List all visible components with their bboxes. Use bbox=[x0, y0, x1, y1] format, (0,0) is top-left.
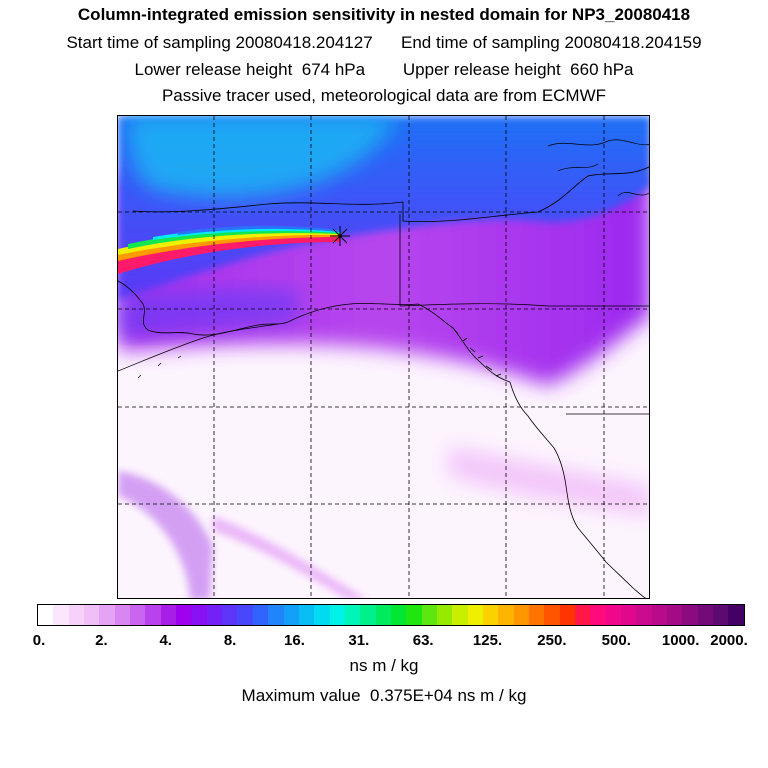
plot-title: Column-integrated emission sensitivity i… bbox=[77, 5, 691, 24]
colorbar-swatch bbox=[191, 605, 207, 625]
colorbar-swatch bbox=[513, 605, 529, 625]
colorbar-tick-label: 2. bbox=[95, 632, 108, 649]
colorbar-swatch bbox=[406, 605, 422, 625]
colorbar-tick-label: 0. bbox=[32, 632, 46, 649]
colorbar-swatch bbox=[728, 605, 744, 625]
coastline-bc-archipelago bbox=[452, 327, 502, 377]
colorbar-swatch bbox=[206, 605, 223, 625]
plume-band-cyan bbox=[153, 228, 340, 240]
end-time: End time of sampling 20080418.204159 bbox=[401, 33, 702, 52]
coastline-gulf-of-alaska bbox=[287, 303, 511, 383]
border-provincial bbox=[399, 303, 649, 307]
release-height-line: Lower release height 674 hPa Upper relea… bbox=[0, 60, 768, 80]
coastline-west-coast bbox=[509, 381, 647, 598]
colorbar-tick-label: 4. bbox=[159, 632, 172, 649]
colorbar-tick-label: 8. bbox=[223, 632, 237, 649]
colorbar-swatch bbox=[99, 605, 115, 625]
colorbar-units: ns m / kg bbox=[349, 656, 419, 675]
start-time: Start time of sampling 20080418.204127 bbox=[66, 33, 373, 52]
colorbar-swatch bbox=[575, 605, 591, 625]
coastline-alaska-west bbox=[118, 280, 289, 336]
colorbar-swatch bbox=[390, 605, 407, 625]
sensitivity-loop-sw bbox=[118, 471, 213, 598]
colorbar-swatch bbox=[252, 605, 269, 625]
colorbar-tick-label: 1000. bbox=[661, 632, 700, 649]
colorbar-tick-label: 250. bbox=[537, 632, 567, 649]
lower-release-height: Lower release height 674 hPa bbox=[134, 60, 366, 79]
colorbar-swatch bbox=[38, 605, 54, 625]
colorbar-swatch bbox=[421, 605, 437, 625]
colorbar-tick-label: 500. bbox=[601, 632, 631, 649]
colorbar-swatch bbox=[114, 605, 131, 625]
colorbar bbox=[37, 604, 745, 626]
plume-band-yellow bbox=[118, 231, 340, 255]
colorbar-swatch bbox=[713, 605, 729, 625]
colorbar-swatch bbox=[222, 605, 238, 625]
colorbar-swatch bbox=[667, 605, 683, 625]
graticule bbox=[118, 116, 649, 598]
colorbar-tick-label: 31. bbox=[348, 632, 370, 649]
colorbar-swatch bbox=[283, 605, 299, 625]
colorbar-swatch bbox=[314, 605, 330, 625]
colorbar-swatch bbox=[176, 605, 192, 625]
colorbar-swatch bbox=[498, 605, 514, 625]
plume-band-blue bbox=[178, 225, 340, 235]
colorbar-swatch bbox=[68, 605, 85, 625]
sensitivity-lowband-east bbox=[448, 446, 649, 516]
colorbar-swatch bbox=[544, 605, 560, 625]
colorbar-swatch bbox=[375, 605, 391, 625]
colorbar-swatch bbox=[329, 605, 345, 625]
release-point-marker bbox=[330, 226, 350, 246]
sensitivity-violet-mid bbox=[118, 288, 298, 336]
colorbar-swatch bbox=[590, 605, 606, 625]
colorbar-swatch bbox=[160, 605, 177, 625]
colorbar-swatch bbox=[452, 605, 468, 625]
colorbar-tick-labels: 0. 2. 4. 8. 16. 31. 63. 125. 250. 500. 1000. 2000. bbox=[0, 632, 768, 652]
sensitivity-streak-south bbox=[213, 516, 365, 598]
colorbar-swatch bbox=[84, 605, 100, 625]
colorbar-swatch bbox=[130, 605, 146, 625]
colorbar-swatch bbox=[621, 605, 637, 625]
colorbar-swatch bbox=[53, 605, 69, 625]
colorbar-swatch bbox=[682, 605, 698, 625]
coastline-north bbox=[132, 166, 649, 223]
colorbar-swatch bbox=[436, 605, 453, 625]
upper-release-height: Upper release height 660 hPa bbox=[402, 60, 634, 79]
colorbar-tick-label: 2000. bbox=[710, 632, 748, 649]
colorbar-swatch bbox=[697, 605, 714, 625]
colorbar-swatch bbox=[145, 605, 161, 625]
colorbar-tick-label: 125. bbox=[472, 632, 503, 649]
colorbar-tick-label: 16. bbox=[284, 632, 305, 649]
colorbar-tick-label: 63. bbox=[412, 632, 434, 649]
maximum-value: Maximum value 0.375E+04 ns m / kg bbox=[241, 686, 527, 705]
sensitivity-cyan-patch bbox=[128, 116, 398, 198]
colorbar-swatch bbox=[605, 605, 622, 625]
colorbar-swatch bbox=[344, 605, 361, 625]
colorbar-swatch bbox=[467, 605, 483, 625]
colorbar-swatch bbox=[651, 605, 668, 625]
colorbar-swatch bbox=[298, 605, 315, 625]
coastline-arctic-islands bbox=[547, 139, 649, 197]
tracer-note: Passive tracer used, meteorological data… bbox=[161, 86, 607, 105]
sampling-time-line: Start time of sampling 20080418.204127 E… bbox=[0, 33, 768, 53]
colorbar-swatch bbox=[559, 605, 576, 625]
colorbar-swatch bbox=[237, 605, 253, 625]
coastline-aleutians bbox=[118, 323, 279, 379]
colorbar-swatch bbox=[529, 605, 545, 625]
colorbar-swatch bbox=[482, 605, 499, 625]
colorbar-swatch bbox=[360, 605, 376, 625]
colorbar-swatch bbox=[268, 605, 284, 625]
colorbar-swatch bbox=[636, 605, 652, 625]
emission-sensitivity-map bbox=[117, 115, 650, 599]
